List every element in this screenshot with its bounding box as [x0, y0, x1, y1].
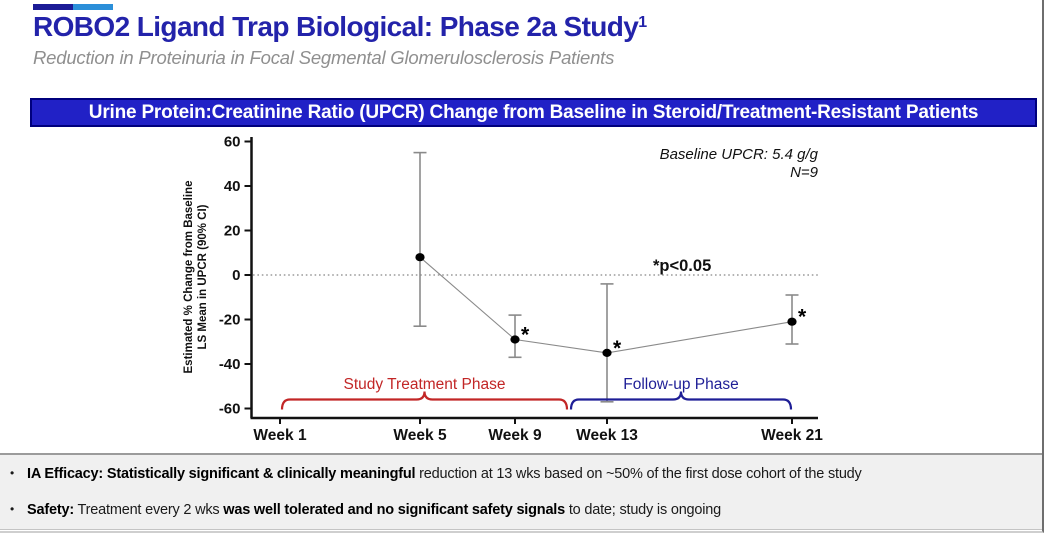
phase-label: Follow-up Phase	[623, 376, 738, 393]
safety-bold-lead: Safety:	[27, 502, 74, 518]
phase-brackets: Study Treatment Phase Follow-up Phase	[280, 376, 793, 410]
page-title-text: ROBO2 Ligand Trap Biological: Phase 2a S…	[33, 11, 639, 42]
upcr-chart-svg: * * * 60 40 20 0 -20 -40 -60 Estimated % Change fr…	[183, 134, 823, 445]
upcr-chart: * * * 60 40 20 0 -20 -40 -60 Estimated % Change fr…	[183, 134, 823, 445]
y-axis: 60 40 20 0 -20 -40 -60	[219, 134, 253, 418]
phase-label: Study Treatment Phase	[344, 376, 506, 393]
chart-title-banner: Urine Protein:Creatinine Ratio (UPCR) Ch…	[30, 98, 1037, 127]
svg-text:Week 9: Week 9	[488, 427, 542, 444]
svg-text:LS Mean in UPCR (90% CI): LS Mean in UPCR (90% CI)	[197, 204, 209, 349]
significance-star: *	[798, 306, 807, 329]
page-title-footnote-marker: 1	[638, 13, 647, 31]
baseline-annotation: Baseline UPCR: 5.4 g/g	[660, 146, 819, 163]
svg-text:60: 60	[224, 134, 241, 151]
svg-text:0: 0	[232, 267, 240, 284]
x-axis: Week 1 Week 5 Week 9 Week 13 Week 21	[250, 416, 823, 444]
svg-text:-60: -60	[219, 401, 241, 418]
pvalue-note: *p<0.05	[653, 257, 711, 275]
series-line	[419, 256, 793, 354]
page-title: ROBO2 Ligand Trap Biological: Phase 2a S…	[33, 11, 647, 43]
svg-text:-20: -20	[219, 312, 241, 329]
svg-text:Week 1: Week 1	[253, 427, 307, 444]
y-axis-title: Estimated % Change from Baseline LS Mean …	[183, 181, 209, 374]
significance-star: *	[521, 324, 530, 347]
page-subtitle: Reduction in Proteinuria in Focal Segmen…	[33, 47, 615, 68]
chart-annotations: Baseline UPCR: 5.4 g/gN=9 *p<0.05	[653, 146, 819, 275]
safety-bullet-text: Safety: Treatment every 2 wks was well t…	[27, 502, 721, 518]
data-points: * * *	[415, 253, 807, 360]
bullet-icon: •	[10, 502, 15, 516]
efficacy-bold-text: IA Efficacy: Statistically significant &…	[27, 466, 416, 482]
significance-star: *	[613, 337, 622, 360]
accent-bar-light	[73, 4, 113, 10]
svg-text:20: 20	[224, 223, 241, 240]
bullet-icon: •	[10, 466, 15, 480]
efficacy-regular-text: reduction at 13 wks based on ~50% of the…	[415, 466, 862, 482]
efficacy-bullet-text: IA Efficacy: Statistically significant &…	[27, 466, 862, 482]
n-annotation: N=9	[790, 164, 819, 181]
svg-text:Week 21: Week 21	[761, 427, 823, 444]
safety-regular-tail: to date; study is ongoing	[565, 502, 722, 518]
svg-text:Week 13: Week 13	[576, 427, 638, 444]
safety-bold-text: was well tolerated and no significant sa…	[223, 502, 566, 518]
accent-bar	[33, 4, 113, 10]
summary-panel: • IA Efficacy: Statistically significant…	[0, 453, 1042, 530]
svg-text:40: 40	[224, 178, 241, 195]
svg-text:Estimated % Change from Baseli: Estimated % Change from Baseline	[183, 181, 195, 374]
svg-text:-40: -40	[219, 356, 241, 373]
error-bars	[413, 151, 799, 403]
accent-bar-dark	[33, 4, 73, 10]
svg-text:Week 5: Week 5	[393, 427, 447, 444]
safety-regular-mid: Treatment every 2 wks	[73, 502, 224, 518]
